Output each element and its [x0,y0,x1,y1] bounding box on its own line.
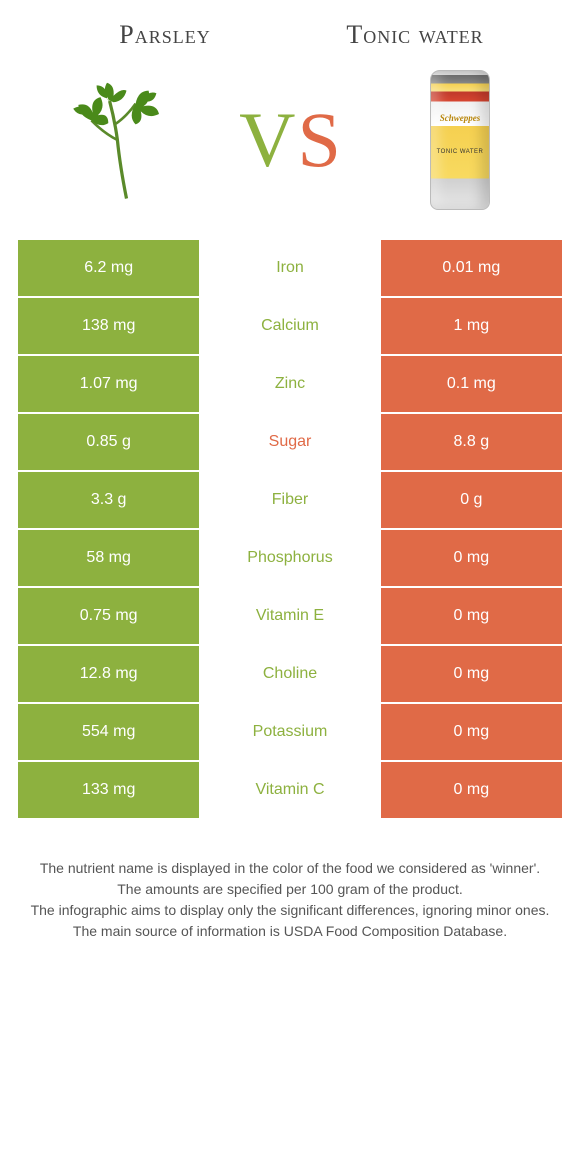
can-brand: Schweppes [440,113,481,123]
right-value: 0 mg [381,646,562,702]
images-row: VS Schweppes TONIC WATER [0,50,580,240]
left-value: 0.75 mg [18,588,199,644]
table-row: 0.85 gSugar8.8 g [18,414,562,470]
footnote-line: The infographic aims to display only the… [30,900,550,921]
vs-v: V [239,95,295,185]
nutrient-label: Potassium [199,704,380,760]
nutrient-label: Vitamin E [199,588,380,644]
table-row: 133 mgVitamin C0 mg [18,762,562,818]
table-row: 554 mgPotassium0 mg [18,704,562,760]
footnote-line: The amounts are specified per 100 gram o… [30,879,550,900]
header: Parsley Tonic water [0,0,580,50]
left-value: 554 mg [18,704,199,760]
table-row: 12.8 mgCholine0 mg [18,646,562,702]
left-value: 138 mg [18,298,199,354]
right-food-image: Schweppes TONIC WATER [390,70,530,210]
footnote-line: The nutrient name is displayed in the co… [30,858,550,879]
table-row: 58 mgPhosphorus0 mg [18,530,562,586]
table-row: 0.75 mgVitamin E0 mg [18,588,562,644]
left-food-image [50,70,190,210]
left-value: 3.3 g [18,472,199,528]
tonic-can-icon: Schweppes TONIC WATER [430,70,490,210]
table-row: 138 mgCalcium1 mg [18,298,562,354]
nutrient-label: Sugar [199,414,380,470]
footnotes: The nutrient name is displayed in the co… [30,858,550,942]
left-value: 1.07 mg [18,356,199,412]
parsley-icon [55,75,185,205]
left-value: 133 mg [18,762,199,818]
nutrient-label: Calcium [199,298,380,354]
right-value: 0 mg [381,588,562,644]
right-value: 0 mg [381,762,562,818]
right-value: 8.8 g [381,414,562,470]
right-value: 0.01 mg [381,240,562,296]
right-value: 0 mg [381,704,562,760]
nutrient-label: Iron [199,240,380,296]
left-value: 12.8 mg [18,646,199,702]
footnote-line: The main source of information is USDA F… [30,921,550,942]
left-food-title: Parsley [40,20,290,50]
nutrient-label: Phosphorus [199,530,380,586]
left-value: 0.85 g [18,414,199,470]
nutrient-label: Vitamin C [199,762,380,818]
left-value: 58 mg [18,530,199,586]
can-subtitle: TONIC WATER [437,149,484,155]
vs-s: S [297,95,340,185]
table-row: 1.07 mgZinc0.1 mg [18,356,562,412]
right-food-title: Tonic water [290,20,540,50]
right-value: 1 mg [381,298,562,354]
vs-label: VS [239,95,341,185]
nutrient-label: Fiber [199,472,380,528]
nutrient-table: 6.2 mgIron0.01 mg138 mgCalcium1 mg1.07 m… [18,240,562,818]
nutrient-label: Zinc [199,356,380,412]
table-row: 3.3 gFiber0 g [18,472,562,528]
table-row: 6.2 mgIron0.01 mg [18,240,562,296]
right-value: 0.1 mg [381,356,562,412]
right-value: 0 mg [381,530,562,586]
left-value: 6.2 mg [18,240,199,296]
right-value: 0 g [381,472,562,528]
nutrient-label: Choline [199,646,380,702]
